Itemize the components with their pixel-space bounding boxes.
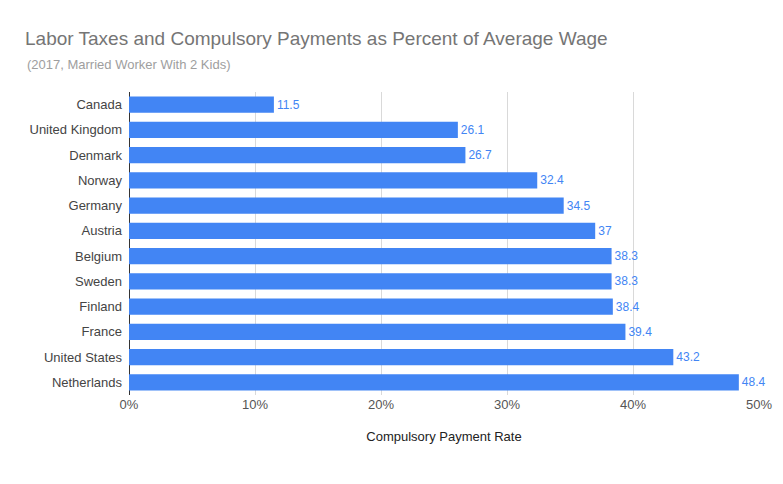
svg-text:10%: 10% bbox=[242, 397, 268, 412]
svg-text:43.2: 43.2 bbox=[676, 350, 700, 364]
svg-text:26.7: 26.7 bbox=[468, 148, 492, 162]
svg-text:20%: 20% bbox=[368, 397, 394, 412]
svg-text:United Kingdom: United Kingdom bbox=[30, 122, 123, 137]
svg-text:Norway: Norway bbox=[78, 173, 123, 188]
svg-text:United States: United States bbox=[44, 350, 123, 365]
svg-text:Belgium: Belgium bbox=[75, 249, 122, 264]
svg-text:Finland: Finland bbox=[79, 299, 122, 314]
svg-text:48.4: 48.4 bbox=[742, 375, 766, 389]
svg-text:26.1: 26.1 bbox=[461, 123, 485, 137]
svg-text:0%: 0% bbox=[120, 397, 139, 412]
svg-text:Austria: Austria bbox=[82, 223, 123, 238]
svg-text:(2017, Married Worker With 2 K: (2017, Married Worker With 2 Kids) bbox=[27, 57, 231, 72]
svg-text:11.5: 11.5 bbox=[277, 98, 300, 112]
svg-text:Netherlands: Netherlands bbox=[52, 375, 123, 390]
svg-text:38.3: 38.3 bbox=[615, 249, 639, 263]
svg-text:37: 37 bbox=[598, 224, 612, 238]
svg-text:Germany: Germany bbox=[69, 198, 123, 213]
svg-text:32.4: 32.4 bbox=[540, 173, 564, 187]
svg-text:Sweden: Sweden bbox=[75, 274, 122, 289]
svg-text:50%: 50% bbox=[746, 397, 772, 412]
svg-text:Canada: Canada bbox=[76, 97, 122, 112]
svg-text:30%: 30% bbox=[494, 397, 520, 412]
svg-text:38.3: 38.3 bbox=[615, 274, 639, 288]
svg-text:France: France bbox=[82, 324, 122, 339]
svg-text:Labor Taxes and Compulsory Pay: Labor Taxes and Compulsory Payments as P… bbox=[25, 28, 608, 49]
svg-text:39.4: 39.4 bbox=[628, 325, 652, 339]
svg-text:34.5: 34.5 bbox=[567, 199, 591, 213]
svg-text:Compulsory Payment Rate: Compulsory Payment Rate bbox=[366, 429, 521, 444]
svg-text:Denmark: Denmark bbox=[69, 148, 122, 163]
svg-text:40%: 40% bbox=[620, 397, 646, 412]
svg-text:38.4: 38.4 bbox=[616, 300, 640, 314]
